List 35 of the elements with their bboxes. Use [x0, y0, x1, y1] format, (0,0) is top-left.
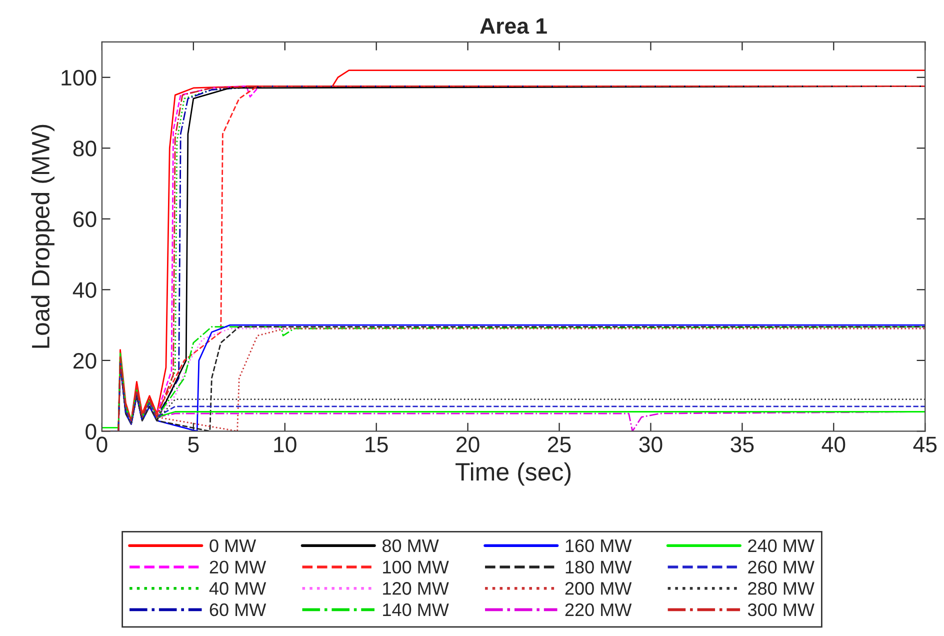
legend-label: 180 MW: [566, 560, 632, 574]
x-tick-label: 15: [366, 436, 388, 452]
x-tick-label: 45: [913, 436, 937, 452]
x-tick-label: 30: [639, 436, 662, 452]
legend-label: 100 MW: [383, 560, 449, 574]
x-tick-label: 20: [456, 436, 480, 452]
y-tick-label: 20: [73, 352, 96, 369]
legend-label: 0 MW: [210, 539, 256, 552]
legend-label: 280 MW: [748, 582, 814, 595]
y-tick-label: 40: [72, 282, 96, 298]
legend-label: 60 MW: [210, 603, 266, 616]
y-tick-label: 100: [62, 70, 96, 86]
x-tick-label: 0: [96, 436, 108, 452]
x-tick-label: 40: [822, 436, 846, 452]
legend-label: 40 MW: [209, 582, 266, 595]
y-tick-label: 80: [73, 140, 96, 156]
legend-label: 260 MW: [748, 560, 814, 574]
legend-label: 140 MW: [383, 603, 449, 616]
legend-label: 160 MW: [566, 539, 632, 552]
y-tick-label: 60: [74, 211, 96, 228]
x-tick-label: 25: [548, 436, 571, 452]
legend-label: 20 MW: [210, 560, 266, 574]
legend-label: 220 MW: [565, 603, 632, 616]
x-tick-label: 10: [274, 436, 296, 452]
y-tick-label: 0: [86, 424, 96, 440]
legend-label: 240 MW: [748, 539, 814, 552]
y-axis-title: Load Dropped (MW): [31, 124, 54, 348]
x-axis-title: Time (sec): [456, 462, 571, 486]
legend-label: 300 MW: [748, 603, 814, 616]
x-tick-label: 5: [188, 436, 199, 452]
legend-label: 200 MW: [565, 582, 632, 595]
legend-label: 120 MW: [383, 582, 449, 595]
x-tick-label: 35: [730, 436, 754, 452]
chart-title: Area 1: [480, 18, 547, 34]
legend-label: 80 MW: [382, 539, 439, 552]
